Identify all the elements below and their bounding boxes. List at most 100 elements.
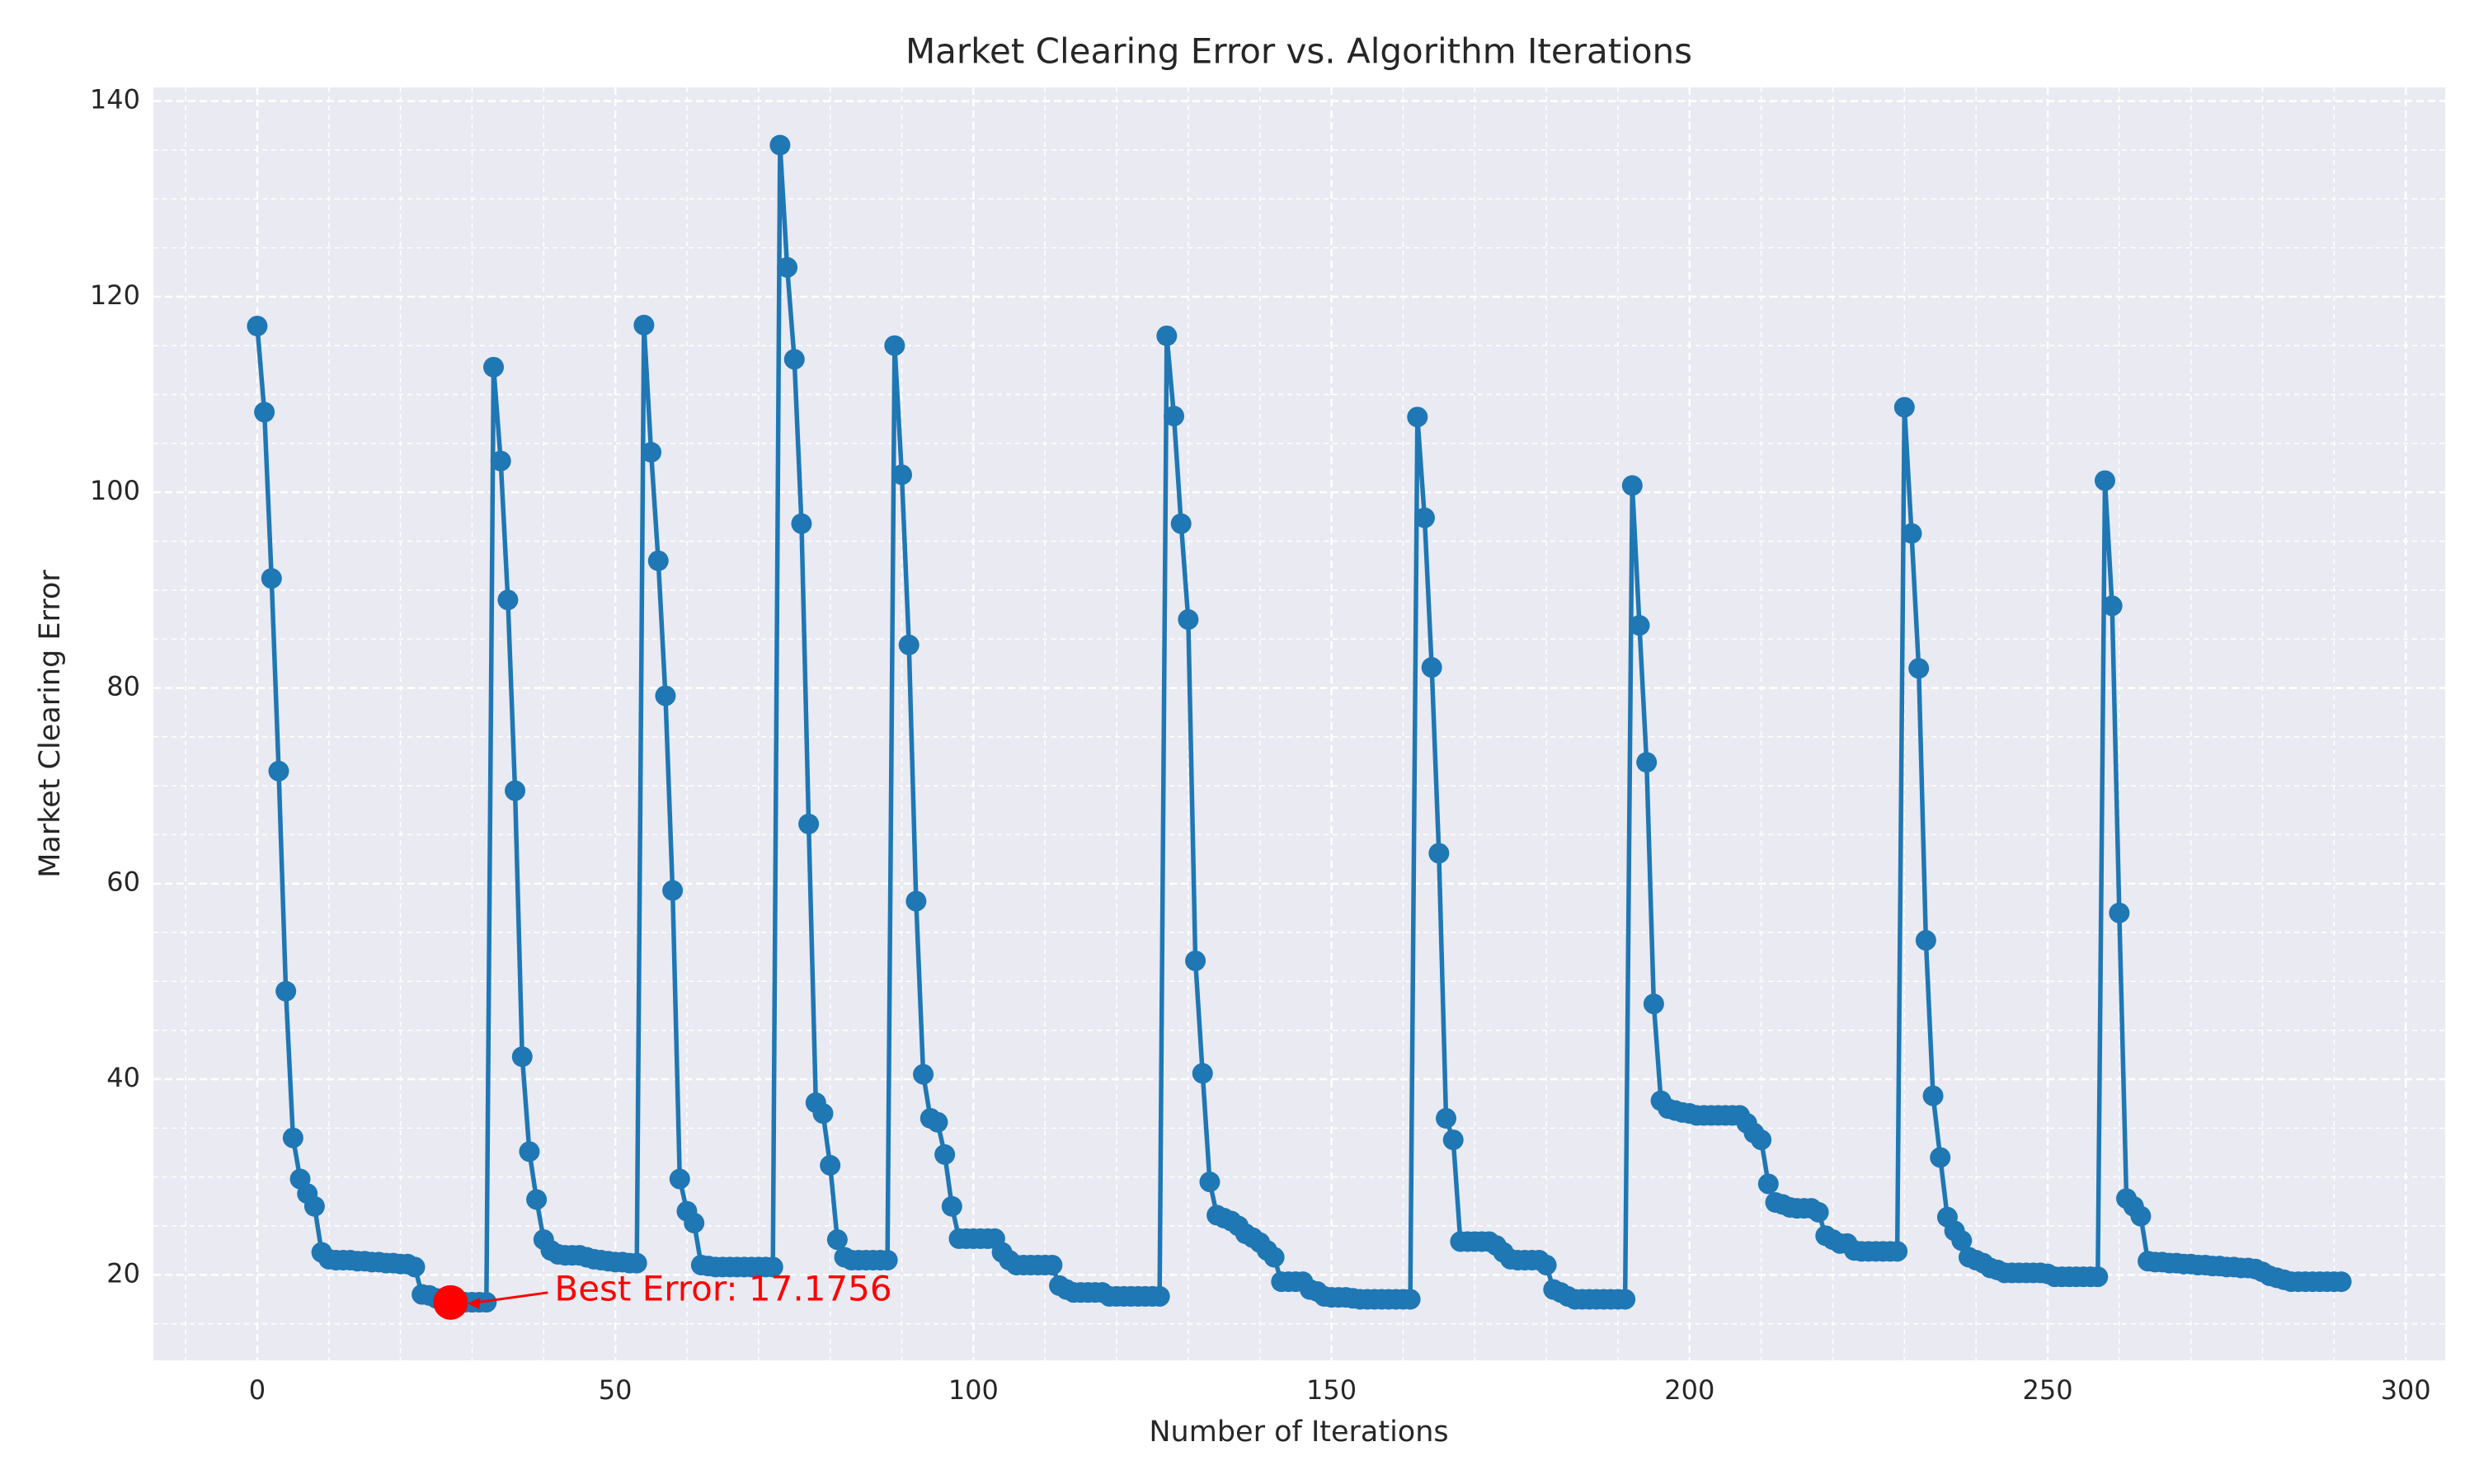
data-point xyxy=(1442,1129,1464,1151)
data-point xyxy=(1185,950,1206,971)
data-point xyxy=(254,402,275,423)
data-point xyxy=(1192,1063,1213,1084)
data-point xyxy=(877,1250,898,1271)
data-point xyxy=(1908,658,1930,679)
data-point xyxy=(404,1256,426,1278)
data-point xyxy=(884,335,905,356)
data-point xyxy=(490,450,511,472)
data-point xyxy=(626,1252,647,1274)
data-point xyxy=(1042,1254,1063,1275)
data-point xyxy=(798,813,820,834)
data-point xyxy=(655,685,676,707)
data-point xyxy=(1951,1230,1973,1252)
data-point xyxy=(769,134,791,156)
data-point xyxy=(2101,595,2123,617)
data-point xyxy=(1629,615,1650,636)
x-tick-label: 150 xyxy=(1306,1374,1357,1406)
data-point xyxy=(268,760,289,782)
annotation-arrow xyxy=(470,1291,548,1305)
data-point xyxy=(2087,1266,2109,1288)
data-point xyxy=(2331,1271,2352,1293)
y-tick-label: 20 xyxy=(106,1257,140,1289)
x-tick-label: 300 xyxy=(2381,1374,2431,1406)
data-point xyxy=(1170,513,1192,534)
data-point xyxy=(913,1064,934,1085)
data-point xyxy=(1893,397,1915,418)
data-point xyxy=(1164,406,1185,427)
data-point xyxy=(1421,657,1442,679)
data-point xyxy=(633,314,655,336)
x-tick-label: 50 xyxy=(599,1374,633,1406)
data-point xyxy=(820,1154,841,1176)
x-tick-label: 200 xyxy=(1664,1374,1714,1406)
data-point xyxy=(282,1127,303,1148)
data-point xyxy=(1178,608,1199,630)
data-point xyxy=(762,1256,783,1278)
data-point xyxy=(497,589,519,611)
data-point xyxy=(662,880,684,901)
data-point xyxy=(526,1189,548,1210)
data-point xyxy=(1930,1147,1951,1168)
data-point xyxy=(1428,843,1450,864)
data-point xyxy=(1413,507,1435,528)
data-point xyxy=(1915,930,1936,951)
data-point xyxy=(1436,1107,1457,1129)
data-point xyxy=(247,315,268,336)
data-point xyxy=(1615,1289,1636,1310)
data-point xyxy=(1901,523,1922,544)
data-point xyxy=(891,464,913,486)
data-point xyxy=(1922,1085,1944,1106)
data-point xyxy=(941,1195,962,1217)
annotation-arrowhead xyxy=(467,1297,481,1309)
best-point xyxy=(433,1284,468,1320)
data-point xyxy=(2109,902,2130,923)
data-point xyxy=(261,568,282,589)
x-tick-label: 0 xyxy=(249,1374,266,1406)
chart-title: Market Clearing Error vs. Algorithm Iter… xyxy=(905,31,1692,72)
data-point xyxy=(927,1111,948,1133)
data-point xyxy=(303,1195,325,1217)
data-point xyxy=(1636,752,1658,773)
data-point xyxy=(1263,1247,1285,1268)
annotation-text: Best Error: 17.1756 xyxy=(554,1268,891,1308)
data-point xyxy=(275,980,297,1002)
y-axis-label: Market Clearing Error xyxy=(34,570,67,878)
x-tick-label: 100 xyxy=(948,1374,999,1406)
data-point xyxy=(1399,1289,1421,1310)
data-point xyxy=(1808,1201,1829,1223)
y-tick-label: 40 xyxy=(106,1062,140,1093)
y-tick-label: 140 xyxy=(90,84,140,115)
data-point xyxy=(1199,1172,1221,1193)
data-point xyxy=(1757,1173,1779,1195)
y-tick-label: 100 xyxy=(90,475,140,506)
data-point xyxy=(905,890,927,912)
y-tick-label: 60 xyxy=(106,866,140,898)
data-point xyxy=(647,550,669,571)
data-point xyxy=(684,1212,705,1233)
data-point xyxy=(783,349,805,370)
y-tick-label: 120 xyxy=(90,279,140,311)
x-tick-label: 250 xyxy=(2022,1374,2072,1406)
data-point xyxy=(483,356,505,378)
data-point xyxy=(1887,1241,1908,1262)
data-point xyxy=(2130,1205,2152,1227)
data-point xyxy=(505,780,526,801)
data-point xyxy=(791,513,812,534)
data-point xyxy=(1407,406,1428,428)
data-point xyxy=(812,1103,834,1125)
y-tick-label: 80 xyxy=(106,670,140,702)
data-point xyxy=(1156,325,1178,346)
data-point xyxy=(898,634,920,655)
data-point xyxy=(1621,475,1643,496)
data-point xyxy=(826,1229,848,1251)
data-point xyxy=(1751,1129,1772,1151)
data-point xyxy=(934,1144,956,1165)
data-point xyxy=(1536,1254,1557,1275)
data-point xyxy=(777,256,798,278)
data-point xyxy=(519,1141,540,1162)
data-point xyxy=(1149,1285,1170,1307)
data-point xyxy=(641,442,662,463)
x-axis-label: Number of Iterations xyxy=(1149,1416,1448,1449)
data-point xyxy=(669,1168,690,1190)
